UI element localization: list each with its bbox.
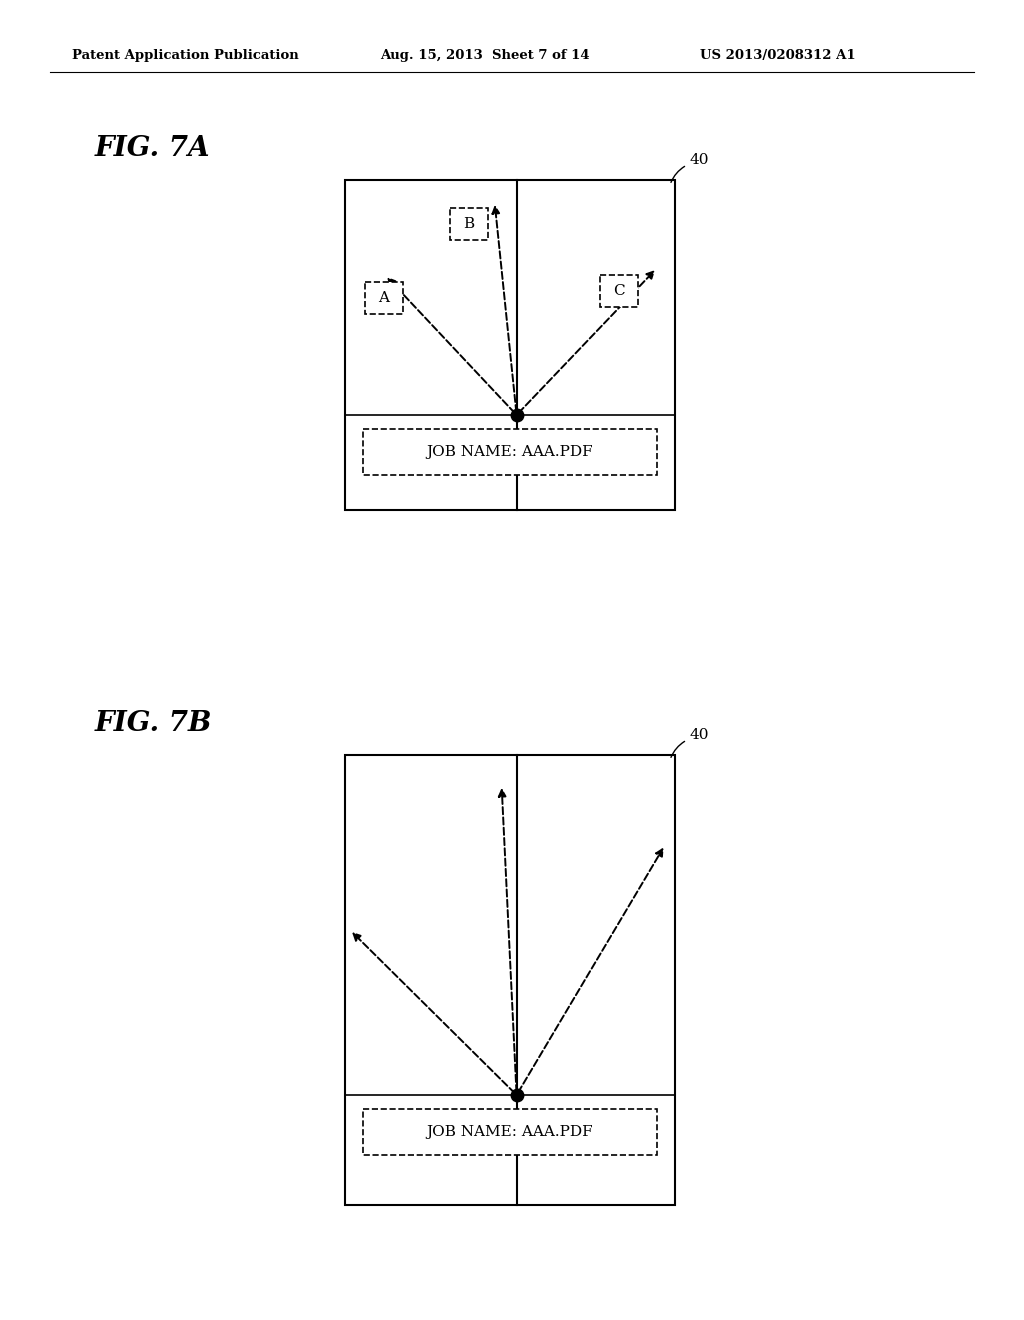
Bar [600,275,638,308]
Bar [365,282,403,314]
Bar [450,209,488,240]
Text: FIG. 7B: FIG. 7B [95,710,213,737]
Bar [345,755,675,1205]
Text: US 2013/0208312 A1: US 2013/0208312 A1 [700,49,856,62]
Text: FIG. 7A: FIG. 7A [95,135,211,162]
Text: Patent Application Publication: Patent Application Publication [72,49,299,62]
Text: JOB NAME: AAA.PDF: JOB NAME: AAA.PDF [427,445,593,459]
Text: Aug. 15, 2013  Sheet 7 of 14: Aug. 15, 2013 Sheet 7 of 14 [380,49,590,62]
Text: B: B [464,216,474,231]
Text: A: A [379,290,389,305]
Text: C: C [613,284,625,298]
Text: 40: 40 [690,153,710,168]
Bar [362,1109,657,1155]
Text: 40: 40 [690,729,710,742]
Bar [362,429,657,475]
Bar [345,180,675,510]
Text: JOB NAME: AAA.PDF: JOB NAME: AAA.PDF [427,1125,593,1139]
